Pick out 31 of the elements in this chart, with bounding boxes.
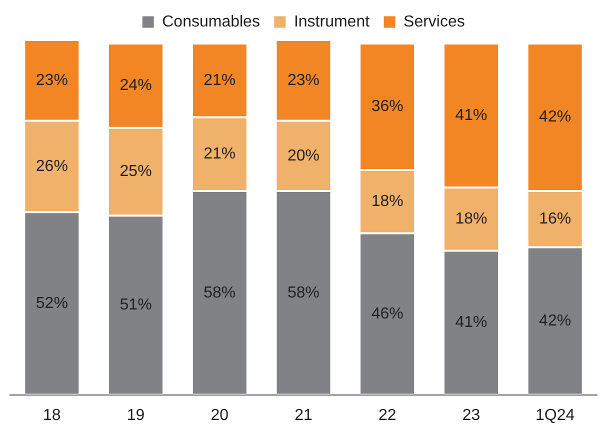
data-label: 21% <box>204 146 236 163</box>
x-tick-label: 23 <box>462 406 480 424</box>
data-label: 41% <box>455 314 488 332</box>
data-label: 42% <box>539 312 572 330</box>
data-label: 26% <box>36 158 68 175</box>
data-label: 52% <box>36 294 68 312</box>
data-label: 36% <box>371 98 404 116</box>
data-label: 58% <box>204 284 236 302</box>
data-label: 46% <box>371 305 404 322</box>
data-label: 25% <box>120 163 152 180</box>
data-label: 18% <box>371 193 404 210</box>
x-tick-label: 18 <box>43 406 61 424</box>
x-tick-label: 1Q24 <box>536 406 575 424</box>
data-label: 42% <box>539 108 572 126</box>
legend-label: Consumables <box>162 13 260 30</box>
legend-label: Services <box>404 13 465 30</box>
x-tick-label: 20 <box>210 406 229 424</box>
data-label: 20% <box>287 147 320 164</box>
data-label: 18% <box>455 210 488 228</box>
data-label: 58% <box>287 284 320 302</box>
data-label: 21% <box>204 72 236 89</box>
data-label: 41% <box>455 106 488 124</box>
x-tick-label: 22 <box>378 406 396 424</box>
legend-label: Instrument <box>294 13 370 30</box>
data-label: 23% <box>36 72 68 89</box>
data-label: 24% <box>120 77 152 94</box>
data-label: 16% <box>539 210 572 228</box>
data-label: 23% <box>287 72 320 89</box>
x-tick-label: 19 <box>126 406 145 424</box>
data-label: 51% <box>120 296 152 314</box>
x-tick-label: 21 <box>294 406 312 424</box>
